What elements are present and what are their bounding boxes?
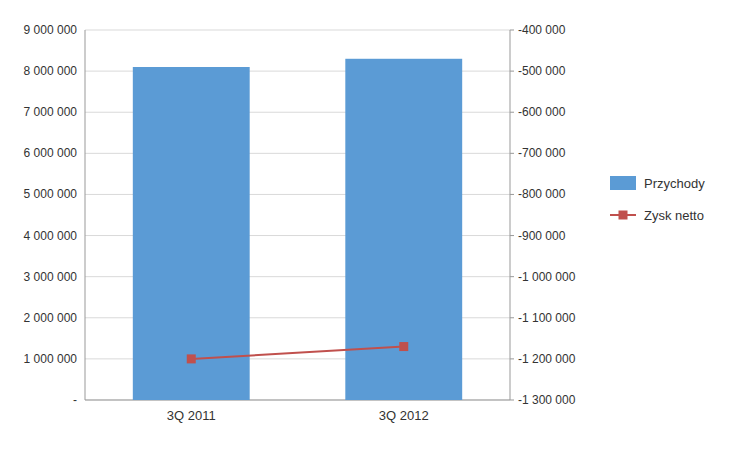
y-tick-label: - bbox=[73, 393, 77, 407]
legend-label: Zysk netto bbox=[644, 208, 704, 223]
y2-axis-line bbox=[510, 30, 511, 400]
legend-marker bbox=[619, 211, 628, 220]
y2-tick bbox=[510, 194, 514, 195]
y-tick-label: 1 000 000 bbox=[24, 352, 78, 366]
y2-tick bbox=[510, 30, 514, 31]
y-tick-label: 5 000 000 bbox=[24, 187, 78, 201]
legend: Przychody Zysk netto bbox=[610, 176, 705, 223]
y2-tick-label: -1 100 000 bbox=[518, 311, 576, 325]
legend-label: Przychody bbox=[644, 176, 705, 191]
y2-tick-label: -600 000 bbox=[518, 105, 566, 119]
y-tick-label: 9 000 000 bbox=[24, 23, 78, 37]
y2-tick-label: -400 000 bbox=[518, 23, 566, 37]
line bbox=[191, 347, 404, 359]
marker bbox=[187, 354, 196, 363]
grid bbox=[85, 30, 510, 400]
chart-svg: -1 000 0002 000 0003 000 0004 000 0005 0… bbox=[0, 0, 750, 450]
y2-tick-label: -900 000 bbox=[518, 229, 566, 243]
chart-container: -1 000 0002 000 0003 000 0004 000 0005 0… bbox=[0, 0, 750, 450]
y2-tick bbox=[510, 400, 514, 401]
y2-tick bbox=[510, 235, 514, 236]
marks bbox=[133, 59, 462, 400]
y2-tick-label: -1 000 000 bbox=[518, 270, 576, 284]
x-tick-label: 3Q 2011 bbox=[167, 408, 216, 423]
y-tick-label: 2 000 000 bbox=[24, 311, 78, 325]
marker bbox=[399, 342, 408, 351]
y2-tick-label: -1 300 000 bbox=[518, 393, 576, 407]
y2-tick-label: -1 200 000 bbox=[518, 352, 576, 366]
y-tick-label: 6 000 000 bbox=[24, 146, 78, 160]
y2-tick-label: -500 000 bbox=[518, 64, 566, 78]
y2-tick bbox=[510, 358, 514, 359]
legend-swatch bbox=[610, 176, 636, 190]
y-tick-label: 7 000 000 bbox=[24, 105, 78, 119]
grid-line bbox=[85, 30, 510, 31]
y2-tick bbox=[510, 276, 514, 277]
y2-tick bbox=[510, 71, 514, 72]
y2-tick bbox=[510, 153, 514, 154]
x-tick-label: 3Q 2012 bbox=[379, 408, 429, 423]
y2-tick bbox=[510, 112, 514, 113]
axes: -1 000 0002 000 0003 000 0004 000 0005 0… bbox=[24, 23, 576, 423]
y-tick-label: 3 000 000 bbox=[24, 270, 78, 284]
y2-tick-label: -700 000 bbox=[518, 146, 566, 160]
bar bbox=[133, 67, 250, 400]
y-tick-label: 4 000 000 bbox=[24, 229, 78, 243]
y2-tick bbox=[510, 317, 514, 318]
y2-tick-label: -800 000 bbox=[518, 187, 566, 201]
y-tick-label: 8 000 000 bbox=[24, 64, 78, 78]
y-axis-line bbox=[85, 30, 86, 400]
